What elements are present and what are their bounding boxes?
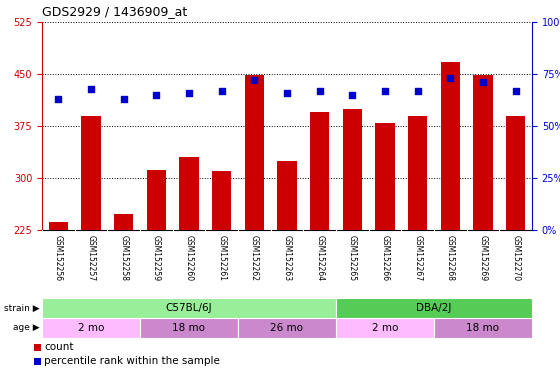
Text: GSM152263: GSM152263 (282, 235, 292, 281)
Text: GSM152264: GSM152264 (315, 235, 324, 281)
Point (282, 89, 291, 96)
Bar (140, 318, 238, 338)
Bar (34, 358, 41, 365)
Point (119, 96, 128, 102)
Text: C57BL/6J: C57BL/6J (166, 303, 212, 313)
Point (152, 92, 161, 98)
Text: 26 mo: 26 mo (270, 323, 304, 333)
Point (315, 88, 324, 94)
Bar (179, 157, 199, 230)
Bar (42, 318, 140, 338)
Bar (245, 75, 264, 230)
Point (511, 88, 520, 94)
Bar (81, 116, 101, 230)
Bar (34, 344, 41, 351)
Text: GSM152265: GSM152265 (348, 235, 357, 281)
Text: GSM152261: GSM152261 (217, 235, 226, 281)
Text: GSM152257: GSM152257 (86, 235, 96, 281)
Bar (238, 318, 336, 338)
Point (184, 89, 194, 96)
Bar (473, 75, 493, 230)
Text: GSM152267: GSM152267 (413, 235, 422, 281)
Bar (114, 214, 133, 230)
Bar (147, 170, 166, 230)
Bar (336, 298, 532, 318)
Text: GDS2929 / 1436909_at: GDS2929 / 1436909_at (42, 5, 187, 18)
Text: GSM152258: GSM152258 (119, 235, 128, 281)
Point (217, 88, 226, 94)
Bar (42, 298, 336, 318)
Bar (434, 318, 532, 338)
Bar (310, 112, 329, 230)
Text: percentile rank within the sample: percentile rank within the sample (44, 356, 220, 366)
Text: GSM152260: GSM152260 (184, 235, 194, 281)
Text: GSM152269: GSM152269 (478, 235, 488, 281)
Bar (277, 161, 297, 230)
Text: count: count (44, 342, 73, 352)
Point (250, 77, 259, 83)
Text: 2 mo: 2 mo (372, 323, 398, 333)
Point (413, 88, 422, 94)
Bar (375, 122, 395, 230)
Text: GSM152266: GSM152266 (380, 235, 390, 281)
Text: age ▶: age ▶ (13, 323, 40, 333)
Text: DBA/2J: DBA/2J (416, 303, 452, 313)
Text: GSM152259: GSM152259 (152, 235, 161, 281)
Text: strain ▶: strain ▶ (4, 303, 40, 313)
Bar (441, 61, 460, 230)
Text: GSM152256: GSM152256 (54, 235, 63, 281)
Text: GSM152270: GSM152270 (511, 235, 520, 281)
Point (478, 79, 487, 85)
Bar (49, 222, 68, 230)
Bar (408, 116, 427, 230)
Bar (506, 116, 525, 230)
Text: 2 mo: 2 mo (78, 323, 104, 333)
Bar (336, 318, 434, 338)
Point (86, 86, 95, 92)
Point (380, 88, 389, 94)
Text: GSM152268: GSM152268 (446, 235, 455, 281)
Text: 18 mo: 18 mo (466, 323, 500, 333)
Point (348, 92, 357, 98)
Text: GSM152262: GSM152262 (250, 235, 259, 281)
Point (446, 75, 455, 81)
Text: 18 mo: 18 mo (172, 323, 206, 333)
Bar (212, 171, 231, 230)
Point (54, 96, 63, 102)
Bar (343, 109, 362, 230)
